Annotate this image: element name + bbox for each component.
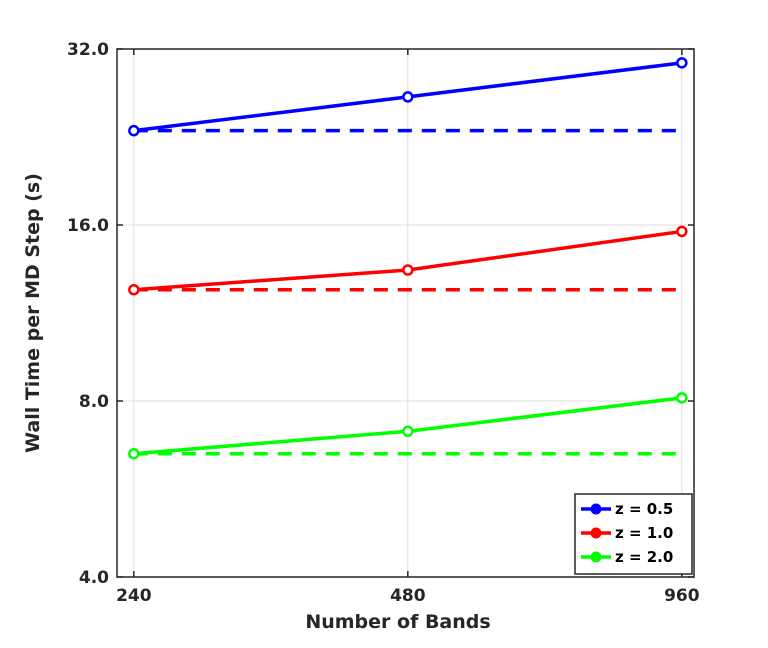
data-point	[128, 447, 140, 460]
legend-marker	[590, 551, 602, 563]
legend-marker	[590, 527, 602, 539]
legend-label: z = 2.0	[615, 548, 673, 566]
legend-label: z = 1.0	[615, 524, 673, 542]
y-tick-label: 32.0	[67, 40, 109, 60]
x-tick-label: 960	[664, 586, 700, 606]
data-point	[402, 425, 414, 438]
data-point	[676, 57, 688, 69]
plot-frame	[116, 48, 695, 578]
y-tick-label: 16.0	[67, 216, 109, 236]
x-axis-title: Number of Bands	[305, 611, 490, 633]
legend-marker	[590, 503, 602, 515]
series-layer	[128, 57, 688, 460]
data-point	[128, 283, 140, 296]
legend-label: z = 0.5	[615, 500, 673, 518]
y-axis: 4.0 8.0 16.0 32.0	[67, 40, 694, 588]
x-tick-label: 480	[390, 586, 426, 606]
data-point	[676, 225, 688, 238]
legend: z = 0.5 z = 1.0 z = 2.0	[574, 493, 693, 575]
data-point	[676, 392, 688, 404]
data-point	[402, 91, 414, 103]
y-tick-label: 4.0	[79, 568, 109, 588]
data-point	[128, 124, 140, 137]
y-tick-label: 8.0	[79, 392, 109, 412]
x-axis: 240 480 960	[116, 49, 700, 606]
y-axis-title: Wall Time per MD Step (s)	[22, 173, 44, 453]
x-tick-label: 240	[116, 586, 152, 606]
data-point	[402, 264, 414, 276]
